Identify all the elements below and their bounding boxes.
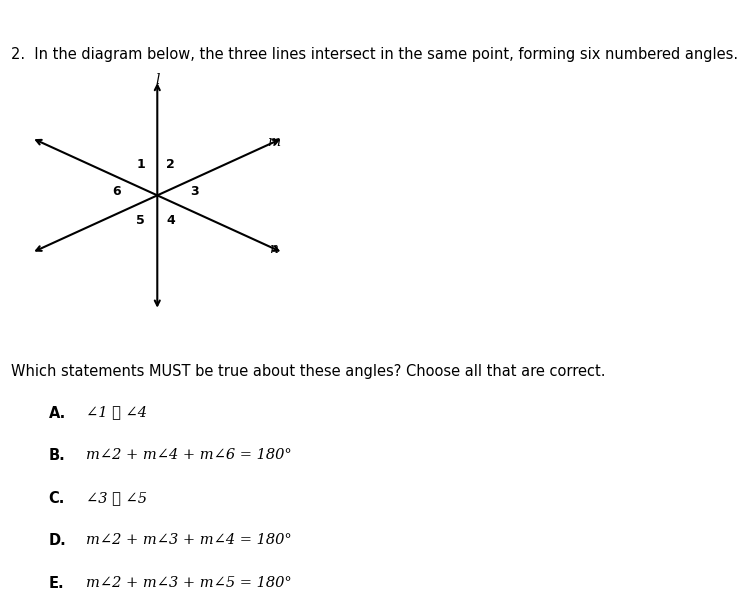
Text: 6: 6 xyxy=(112,185,121,198)
Text: 1: 1 xyxy=(136,158,145,171)
Text: 5: 5 xyxy=(136,214,145,227)
Text: E.: E. xyxy=(49,576,64,591)
Text: n: n xyxy=(269,242,278,256)
Text: l: l xyxy=(155,73,160,87)
Text: m∠2 + m∠3 + m∠5 = 180°: m∠2 + m∠3 + m∠5 = 180° xyxy=(86,576,292,590)
Text: ∠1 ≅ ∠4: ∠1 ≅ ∠4 xyxy=(86,406,147,420)
Text: 2: 2 xyxy=(166,158,175,171)
Text: B.: B. xyxy=(49,448,65,463)
Text: A.: A. xyxy=(49,406,66,420)
Text: Which statements MUST be true about these angles? Choose all that are correct.: Which statements MUST be true about thes… xyxy=(11,364,606,379)
Text: 4: 4 xyxy=(166,214,175,227)
Text: m∠2 + m∠4 + m∠6 = 180°: m∠2 + m∠4 + m∠6 = 180° xyxy=(86,448,292,462)
Text: m: m xyxy=(267,135,280,149)
Text: 3: 3 xyxy=(190,185,199,198)
Text: D.: D. xyxy=(49,533,67,548)
Text: C.: C. xyxy=(49,491,65,506)
Text: m∠2 + m∠3 + m∠4 = 180°: m∠2 + m∠3 + m∠4 = 180° xyxy=(86,533,292,548)
Text: 2.  In the diagram below, the three lines intersect in the same point, forming s: 2. In the diagram below, the three lines… xyxy=(11,47,739,62)
Text: ∠3 ≅ ∠5: ∠3 ≅ ∠5 xyxy=(86,491,147,505)
